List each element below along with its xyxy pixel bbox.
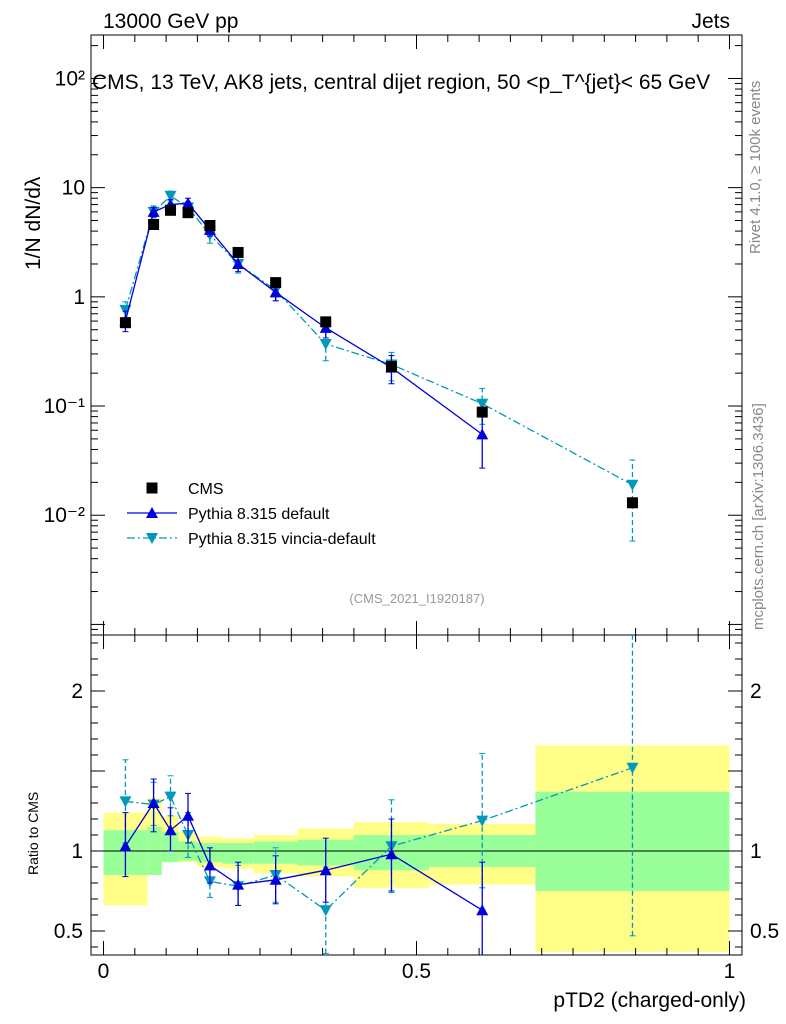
band-inner-5: [222, 843, 254, 864]
ratio-point-default: [476, 904, 489, 916]
ratio-y-tick-label: 0.5: [54, 920, 83, 943]
main-line-default: [124, 202, 483, 435]
y-tick-label: 10⁻²: [44, 504, 85, 527]
analysis-id: (CMS_2021_I1920187): [349, 591, 484, 606]
x-tick-label: 1: [724, 960, 736, 983]
ratio-y-tick-label-right: 1: [750, 840, 762, 863]
main-point-cms: [270, 277, 282, 289]
legend-marker-cms: [146, 482, 158, 494]
main-point-cms: [204, 220, 216, 232]
ratio-y-tick-label-right: 0.5: [750, 920, 779, 943]
ratio-y-tick-label: 1: [71, 840, 83, 863]
main-point-cms: [182, 207, 194, 219]
ratio-uncertainty-bands: [103, 745, 730, 952]
main-point-cms: [232, 246, 244, 258]
x-axis-label: pTD2 (charged-only): [553, 989, 746, 1012]
main-point-cms: [119, 317, 131, 329]
main-point-cms: [164, 204, 176, 216]
axes: 0 0.5 1 10⁻² 10⁻¹ 1 10 10² 0.5 0.5 1 1 2 2: [44, 34, 779, 983]
plot-title: CMS, 13 TeV, AK8 jets, central dijet reg…: [92, 71, 710, 94]
ratio-point-default: [164, 824, 177, 836]
main-line-vincia: [124, 195, 633, 486]
y-tick-label: 10: [62, 177, 85, 200]
main-point-cms: [148, 218, 160, 230]
rivet-label: Rivet 4.1.0, ≥ 100k events: [747, 81, 764, 254]
x-tick-label: 0: [98, 960, 110, 983]
ratio-y-tick-label: 2: [71, 680, 83, 703]
header-left: 13000 GeV pp: [103, 10, 238, 33]
main-series-cms: [119, 204, 638, 509]
ratio-point-default: [232, 878, 245, 890]
band-inner-10: [535, 791, 730, 891]
ratio-point-default: [269, 873, 282, 885]
legend: CMS Pythia 8.315 default Pythia 8.315 vinc…: [127, 481, 376, 548]
main-ylabel: 1/N dN/dλ: [22, 176, 45, 270]
main-point-cms: [626, 497, 638, 509]
main-point-vincia: [476, 398, 489, 410]
ratio-ylabel: Ratio to CMS: [25, 792, 41, 875]
main-series-default: [119, 197, 489, 469]
legend-marker-default: [146, 507, 158, 518]
x-tick-label: 0.5: [402, 960, 431, 983]
ratio-point-default: [182, 809, 195, 821]
ratio-point-vincia: [319, 905, 332, 917]
legend-marker-vincia: [146, 533, 158, 544]
ratio-point-default: [203, 859, 216, 871]
legend-label-vincia: Pythia 8.315 vincia-default: [188, 531, 376, 548]
mcplots-label: mcplots.cern.ch [arXiv:1306.3436]: [750, 403, 767, 630]
ratio-point-default: [119, 840, 132, 852]
y-tick-label: 1: [73, 286, 85, 309]
main-point-cms: [476, 406, 488, 418]
ratio-point-default: [319, 864, 332, 876]
ratio-point-vincia: [119, 796, 132, 808]
main-point-vincia: [626, 479, 639, 491]
main-point-vincia: [164, 190, 177, 202]
main-point-default: [269, 286, 282, 298]
main-point-cms: [385, 361, 397, 373]
legend-label-default: Pythia 8.315 default: [188, 506, 330, 523]
ratio-line-default: [124, 801, 483, 911]
main-point-default: [476, 428, 489, 440]
main-point-default: [182, 197, 195, 209]
ratio-point-vincia: [164, 791, 177, 803]
ratio-series-default: [119, 778, 489, 955]
main-point-default: [232, 257, 245, 269]
ratio-y-tick-label-right: 2: [750, 680, 762, 703]
main-point-cms: [320, 316, 332, 328]
y-tick-label: 10⁻¹: [44, 395, 85, 418]
ratio-point-vincia: [476, 815, 489, 827]
main-point-vincia: [319, 338, 332, 350]
ratio-point-default: [147, 797, 160, 808]
ratio-point-vincia: [626, 762, 639, 774]
y-tick-label: 10²: [55, 67, 85, 90]
main-point-default: [147, 205, 160, 217]
header-right: Jets: [691, 10, 730, 33]
legend-label-cms: CMS: [188, 481, 224, 498]
ratio-point-default: [385, 848, 398, 860]
data-series: [119, 190, 639, 955]
